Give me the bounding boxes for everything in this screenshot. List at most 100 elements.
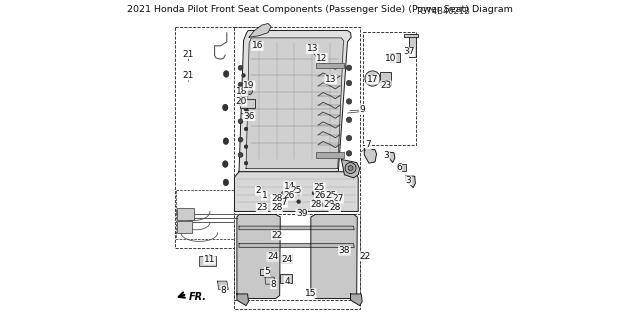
Polygon shape	[249, 23, 271, 37]
Circle shape	[273, 234, 279, 240]
Polygon shape	[239, 226, 354, 230]
Ellipse shape	[223, 70, 229, 77]
Circle shape	[346, 117, 352, 123]
Circle shape	[332, 200, 335, 204]
Circle shape	[244, 127, 248, 131]
Circle shape	[348, 166, 353, 171]
Text: 28: 28	[323, 200, 335, 209]
Circle shape	[297, 192, 300, 196]
Text: 28: 28	[329, 203, 340, 212]
Text: TG74B4021B: TG74B4021B	[415, 7, 470, 16]
Text: 4: 4	[284, 276, 290, 286]
Bar	[380, 72, 391, 84]
Polygon shape	[234, 172, 358, 212]
Circle shape	[383, 81, 390, 87]
Polygon shape	[265, 277, 275, 284]
Polygon shape	[351, 294, 362, 306]
Ellipse shape	[223, 104, 228, 111]
Bar	[316, 63, 344, 68]
Ellipse shape	[223, 179, 228, 186]
Text: 13: 13	[307, 44, 318, 53]
Circle shape	[282, 191, 285, 195]
Polygon shape	[387, 152, 395, 163]
Polygon shape	[237, 214, 280, 299]
Polygon shape	[237, 294, 248, 306]
Text: 21: 21	[182, 71, 194, 80]
Text: 18: 18	[236, 87, 248, 96]
Circle shape	[242, 74, 245, 77]
Ellipse shape	[223, 161, 228, 167]
Polygon shape	[218, 281, 228, 289]
Text: 3: 3	[406, 176, 412, 185]
Text: 22: 22	[271, 231, 283, 240]
Bar	[199, 256, 216, 266]
Bar	[363, 32, 416, 145]
Bar	[404, 34, 418, 36]
Text: 23: 23	[380, 81, 392, 90]
Text: 16: 16	[252, 41, 263, 50]
Polygon shape	[246, 38, 344, 169]
Circle shape	[244, 161, 248, 165]
Text: 5: 5	[264, 268, 270, 276]
Bar	[268, 253, 276, 260]
Text: 21: 21	[182, 50, 194, 59]
Bar	[234, 28, 360, 308]
Text: 27: 27	[332, 194, 344, 203]
Bar	[409, 34, 416, 57]
Text: 3: 3	[384, 151, 390, 160]
Circle shape	[346, 135, 352, 141]
Text: 20: 20	[236, 97, 247, 106]
Text: 10: 10	[385, 53, 396, 62]
Text: 24: 24	[267, 252, 278, 261]
Circle shape	[346, 80, 352, 86]
Circle shape	[238, 65, 243, 70]
Text: 2: 2	[255, 186, 261, 195]
Text: 25: 25	[314, 183, 325, 192]
Bar	[177, 190, 239, 239]
Text: 23: 23	[256, 203, 268, 212]
Circle shape	[245, 109, 248, 112]
Bar	[175, 28, 256, 247]
Circle shape	[362, 255, 367, 260]
Bar	[240, 99, 255, 108]
Bar	[240, 91, 246, 96]
Text: 26: 26	[283, 191, 294, 200]
Text: 37: 37	[403, 47, 414, 56]
Circle shape	[238, 82, 243, 87]
Polygon shape	[311, 214, 357, 299]
Text: 8: 8	[221, 286, 227, 295]
Text: 12: 12	[316, 53, 327, 62]
Polygon shape	[239, 30, 351, 172]
Bar	[316, 152, 344, 158]
Text: 39: 39	[296, 209, 307, 218]
Text: 1: 1	[262, 191, 268, 200]
Text: 28: 28	[310, 200, 322, 209]
Polygon shape	[239, 244, 354, 247]
Circle shape	[238, 152, 243, 157]
Text: 25: 25	[290, 186, 301, 195]
Text: 24: 24	[282, 255, 292, 264]
Text: 13: 13	[325, 75, 337, 84]
Text: FR.: FR.	[189, 292, 207, 302]
Text: 2021 Honda Pilot Front Seat Components (Passenger Side) (Power Seat) Diagram: 2021 Honda Pilot Front Seat Components (…	[127, 5, 513, 14]
Text: 28: 28	[271, 203, 282, 212]
Circle shape	[312, 200, 316, 204]
Text: 19: 19	[243, 81, 255, 90]
Circle shape	[346, 151, 352, 156]
Bar	[397, 164, 406, 171]
Circle shape	[346, 65, 352, 70]
Circle shape	[365, 71, 380, 86]
Text: 25: 25	[325, 191, 337, 200]
Bar	[177, 208, 194, 220]
Circle shape	[238, 119, 243, 124]
Text: 36: 36	[243, 112, 255, 121]
Text: 9: 9	[359, 106, 365, 115]
Text: 7: 7	[365, 140, 371, 149]
Text: 15: 15	[305, 289, 316, 298]
Ellipse shape	[247, 87, 252, 94]
Circle shape	[321, 194, 325, 198]
Circle shape	[345, 163, 356, 173]
Polygon shape	[406, 175, 415, 188]
Circle shape	[369, 75, 376, 82]
Circle shape	[297, 200, 300, 204]
